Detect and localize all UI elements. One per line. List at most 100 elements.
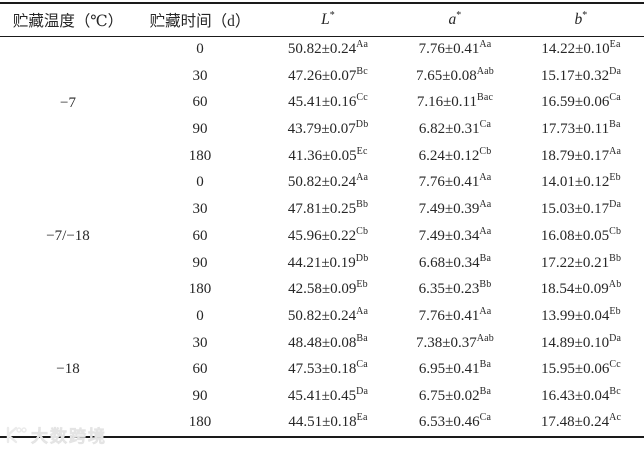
a-value-cell: 6.82±0.31Ca (392, 116, 518, 143)
b-value-cell: 15.03±0.17Da (518, 196, 644, 223)
a-significance-sup: Aa (479, 199, 492, 211)
L-value: 47.26±0.07 (288, 67, 357, 84)
a-value-cell: 6.68±0.34Ba (392, 250, 518, 277)
watermark: 大数跨境 (4, 422, 107, 447)
L-value: 47.53±0.18 (288, 361, 357, 378)
table-row: 90 43.79±0.07Db 6.82±0.31Ca 17.73±0.11Ba (0, 116, 644, 143)
a-value: 7.49±0.34 (418, 227, 480, 244)
b-value: 18.79±0.17 (540, 147, 610, 164)
time-cell: 30 (192, 334, 208, 351)
L-significance-sup: Ca (356, 359, 368, 371)
a-value: 7.38±0.37 (416, 334, 477, 351)
b-value-cell: 18.79±0.17Aa (518, 143, 644, 170)
b-value-cell: 16.59±0.06Ca (518, 89, 644, 116)
header-row: 贮藏温度（℃） 贮藏时间（d） L* a* b* (0, 3, 644, 37)
a-value: 6.68±0.34 (418, 254, 480, 271)
a-value-cell: 7.76±0.41Aa (392, 170, 518, 197)
header-L-sup: * (329, 9, 335, 21)
b-significance-sup: Da (609, 65, 622, 77)
L-significance-sup: Aa (356, 172, 369, 184)
b-significance-sup: Da (609, 332, 622, 344)
table-row: −18 0 50.82±0.24Aa 7.76±0.41Aa 13.99±0.04Eb (0, 303, 644, 377)
a-value-cell: 7.49±0.39Aa (392, 196, 518, 223)
a-significance-sup: Aab (476, 65, 494, 77)
L-value: 45.96±0.22 (287, 227, 357, 244)
temperature-cell: −18 (56, 360, 80, 377)
b-value-cell: 17.73±0.11Ba (518, 116, 644, 143)
b-significance-sup: Cc (609, 359, 621, 371)
table-body: −7 0 50.82±0.24Aa 7.76±0.41Aa 14.22±0.10Ea 30… (0, 36, 644, 437)
time-cell: 30 (192, 201, 208, 218)
a-value-cell: 7.49±0.34Aa (392, 223, 518, 250)
time-cell: 60 (192, 227, 208, 244)
header-L-label: L (321, 10, 330, 28)
table-row: 90 45.41±0.45Da 6.75±0.02Ba 16.43±0.04Bc (0, 383, 644, 410)
a-value: 7.76±0.41 (418, 308, 480, 325)
b-value: 14.22±0.10 (541, 41, 610, 58)
b-value: 15.03±0.17 (540, 201, 610, 218)
b-significance-sup: Ea (609, 39, 621, 51)
b-value: 17.73±0.11 (541, 121, 610, 138)
b-significance-sup: Bb (609, 252, 622, 264)
a-significance-sup: Aa (479, 172, 492, 184)
L-value-cell: 44.21±0.19Db (264, 250, 392, 277)
L-significance-sup: Aa (356, 39, 369, 51)
header-b-star: b* (518, 3, 644, 37)
b-value-cell: 16.08±0.05Cb (518, 223, 644, 250)
table-row: 30 47.81±0.25Bb 7.49±0.39Aa 15.03±0.17Da (0, 196, 644, 223)
b-significance-sup: Eb (609, 172, 621, 184)
b-significance-sup: Ac (609, 412, 622, 424)
L-value: 44.51±0.18 (288, 414, 357, 431)
time-cell: 60 (192, 94, 208, 111)
header-storage-time-label: 贮藏时间（d） (149, 12, 251, 30)
time-cell: 0 (196, 308, 204, 325)
b-significance-sup: Da (609, 199, 622, 211)
header-b-sup: * (582, 9, 588, 21)
time-cell: 180 (188, 281, 212, 298)
table-row: 180 44.51±0.18Ea 6.53±0.46Ca 17.48±0.24Ac (0, 410, 644, 437)
a-value-cell: 6.24±0.12Cb (392, 143, 518, 170)
table-row: 60 45.41±0.16Cc 7.16±0.11Bac 16.59±0.06Ca (0, 89, 644, 116)
a-value-cell: 7.16±0.11Bac (392, 89, 518, 116)
header-b-label: b (574, 10, 583, 28)
L-significance-sup: Da (356, 386, 369, 398)
time-cell: 90 (192, 388, 208, 405)
b-value: 15.95±0.06 (541, 361, 610, 378)
b-value-cell: 13.99±0.04Eb (518, 303, 644, 330)
L-significance-sup: Aa (356, 306, 369, 318)
L-value: 50.82±0.24 (287, 308, 357, 325)
time-cell: 180 (188, 147, 212, 164)
a-significance-sup: Aab (476, 332, 494, 344)
a-value-cell: 7.76±0.41Aa (392, 36, 518, 63)
L-value-cell: 43.79±0.07Db (264, 116, 392, 143)
b-value-cell: 14.01±0.12Eb (518, 170, 644, 197)
L-significance-sup: Ec (356, 145, 368, 157)
b-value: 17.48±0.24 (540, 414, 610, 431)
a-significance-sup: Bac (477, 92, 494, 104)
a-value: 7.49±0.39 (418, 201, 480, 218)
b-value: 18.54±0.09 (540, 281, 609, 298)
a-value-cell: 6.95±0.41Ba (392, 357, 518, 384)
table-row: 30 47.26±0.07Bc 7.65±0.08Aab 15.17±0.32Da (0, 63, 644, 90)
watermark-logo-icon (4, 426, 28, 444)
a-significance-sup: Ba (479, 359, 492, 371)
table-row: 30 48.48±0.08Ba 7.38±0.37Aab 14.89±0.10Da (0, 330, 644, 357)
a-significance-sup: Ba (479, 252, 492, 264)
b-value: 14.01±0.12 (541, 174, 610, 191)
a-value: 6.95±0.41 (418, 361, 480, 378)
time-cell: 90 (192, 254, 208, 271)
L-value-cell: 45.41±0.16Cc (264, 89, 392, 116)
a-value: 6.82±0.31 (418, 121, 480, 138)
L-significance-sup: Cc (356, 92, 368, 104)
a-value: 6.53±0.46 (418, 414, 480, 431)
L-value-cell: 47.53±0.18Ca (264, 357, 392, 384)
b-significance-sup: Bc (609, 386, 621, 398)
a-value: 7.76±0.41 (418, 41, 480, 58)
temperature-cell: −7 (60, 94, 76, 111)
L-value-cell: 50.82±0.24Aa (264, 36, 392, 63)
L-value-cell: 45.41±0.45Da (264, 383, 392, 410)
color-measurement-table: 贮藏温度（℃） 贮藏时间（d） L* a* b* −7 0 50.82±0.24Aa… (0, 2, 644, 438)
a-significance-sup: Cb (479, 145, 492, 157)
table-row: −7/−18 0 50.82±0.24Aa 7.76±0.41Aa 14.01±0.12… (0, 170, 644, 244)
b-value: 16.43±0.04 (541, 388, 610, 405)
